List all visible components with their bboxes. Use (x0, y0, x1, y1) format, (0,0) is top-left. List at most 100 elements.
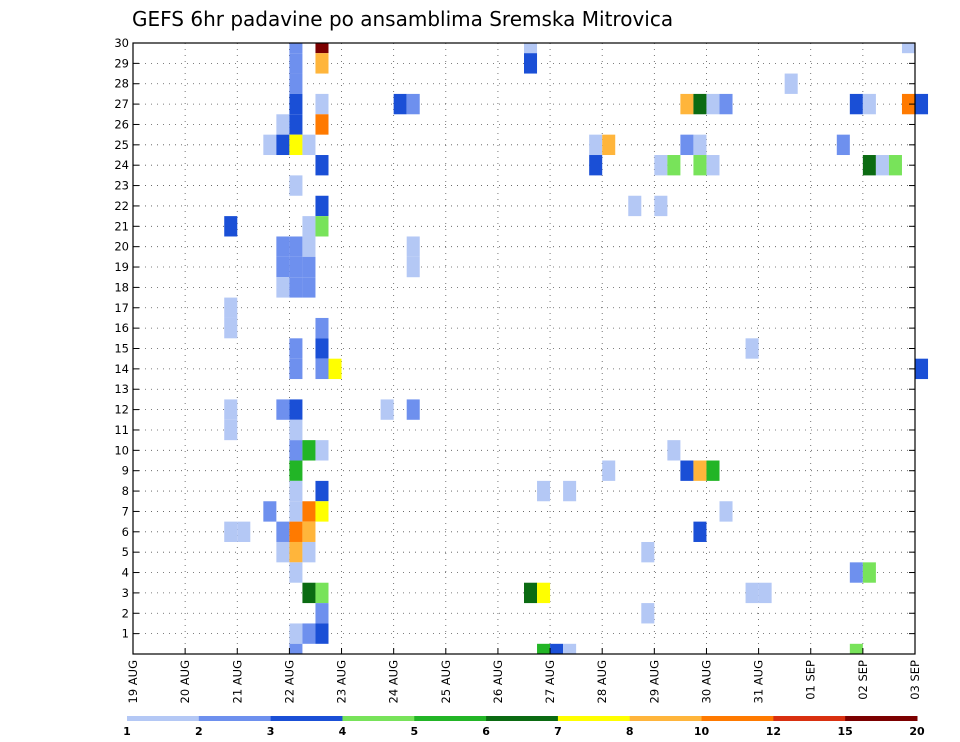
colorbar-swatch (701, 716, 774, 721)
precip-cell (315, 155, 329, 176)
y-tick-label: 16 (114, 321, 129, 335)
y-tick-label: 21 (114, 219, 129, 233)
precip-cell (315, 358, 329, 380)
precip-cell (862, 155, 876, 176)
precip-cell (289, 399, 303, 420)
precip-cell (289, 541, 303, 563)
precip-cell (745, 582, 759, 604)
x-tick-label: 25 AUG (439, 660, 453, 703)
precip-cell (289, 480, 303, 502)
precip-cell (719, 93, 733, 115)
y-tick-label: 13 (114, 382, 129, 396)
precip-cell (315, 93, 329, 115)
x-tick-label: 02 SEP (856, 660, 870, 700)
y-tick-label: 12 (114, 403, 129, 417)
precip-cell (550, 643, 564, 654)
precip-cell (276, 399, 290, 420)
precip-cell (706, 93, 720, 115)
precip-cell (628, 195, 642, 217)
colorbar-swatch (629, 716, 703, 721)
y-tick-label: 4 (122, 566, 129, 580)
precip-cell (524, 43, 538, 54)
precip-cell (849, 643, 863, 654)
precip-cell (224, 419, 238, 441)
colorbar-label: 10 (694, 725, 710, 738)
precip-cell (289, 73, 303, 94)
precip-cell (667, 155, 681, 176)
precip-cell (406, 93, 420, 115)
precip-cell (315, 317, 329, 339)
precip-cell (302, 440, 316, 461)
y-tick-label: 25 (114, 138, 129, 152)
colorbar-swatch (414, 716, 487, 721)
data-cells (224, 43, 929, 654)
colorbar-label: 8 (626, 725, 634, 738)
precip-cell (289, 521, 303, 542)
precip-cell (224, 317, 238, 339)
precip-cell (315, 501, 329, 522)
precip-cell (302, 521, 316, 542)
precip-cell (289, 643, 303, 654)
x-axis: 19 AUG 20 AUG 21 AUG 22 AUG 23 AUG 24 AUG 25 A… (126, 648, 922, 703)
precip-cell (406, 399, 420, 420)
x-tick-label: 22 AUG (282, 660, 296, 703)
y-tick-label: 26 (114, 117, 129, 131)
y-tick-label: 24 (114, 158, 129, 172)
colorbar: 1 2 3 4 5 6 7 8 10 12 15 20 (123, 716, 925, 738)
precip-cell (901, 93, 915, 115)
precip-cell (289, 338, 303, 359)
y-tick-label: 6 (122, 525, 129, 539)
precip-cell (224, 216, 238, 237)
precip-cell (315, 603, 329, 624)
precip-cell (289, 277, 303, 298)
precip-cell (602, 460, 616, 481)
precip-cell (224, 297, 238, 318)
precip-cell (758, 582, 772, 604)
x-tick-label: 28 AUG (595, 660, 609, 703)
precip-cell (693, 155, 707, 176)
precip-cell (862, 93, 876, 115)
colorbar-label: 4 (339, 725, 347, 738)
precip-cell (706, 460, 720, 481)
precip-cell (315, 582, 329, 604)
colorbar-label: 7 (554, 725, 562, 738)
colorbar-swatch (342, 716, 415, 721)
precip-cell (302, 582, 316, 604)
precip-cell (693, 521, 707, 542)
colorbar-swatch (127, 716, 200, 721)
precip-cell (693, 460, 707, 481)
y-tick-label: 17 (114, 301, 129, 315)
precip-cell (276, 277, 290, 298)
precip-cell (589, 155, 603, 176)
y-tick-label: 28 (114, 77, 129, 91)
colorbar-label: 1 (123, 725, 131, 738)
colorbar-swatch (270, 716, 343, 721)
precip-cell (289, 460, 303, 481)
precip-cell (315, 43, 329, 54)
colorbar-label: 6 (482, 725, 490, 738)
precip-cell (276, 134, 290, 156)
y-tick-label: 11 (114, 423, 129, 437)
precip-cell (849, 562, 863, 583)
colorbar-label: 20 (909, 725, 925, 738)
precip-cell (289, 256, 303, 278)
chart-title: GEFS 6hr padavine po ansamblima Sremska … (132, 7, 673, 31)
precip-cell (849, 93, 863, 115)
precip-cell (315, 623, 329, 644)
precip-cell (745, 338, 759, 359)
precip-cell (901, 43, 915, 54)
precip-cell (302, 134, 316, 156)
precip-cell (693, 93, 707, 115)
precip-cell (915, 93, 929, 115)
colorbar-label: 5 (410, 725, 418, 738)
precip-cell (302, 623, 316, 644)
y-tick-label: 3 (122, 586, 129, 600)
x-tick-label: 21 AUG (230, 660, 244, 703)
y-tick-label: 10 (114, 443, 129, 457)
x-tick-label: 31 AUG (752, 660, 766, 703)
precip-cell (393, 93, 407, 115)
precip-cell (641, 603, 655, 624)
precip-cell (289, 175, 303, 196)
x-tick-label: 27 AUG (543, 660, 557, 703)
precip-cell (602, 134, 616, 156)
